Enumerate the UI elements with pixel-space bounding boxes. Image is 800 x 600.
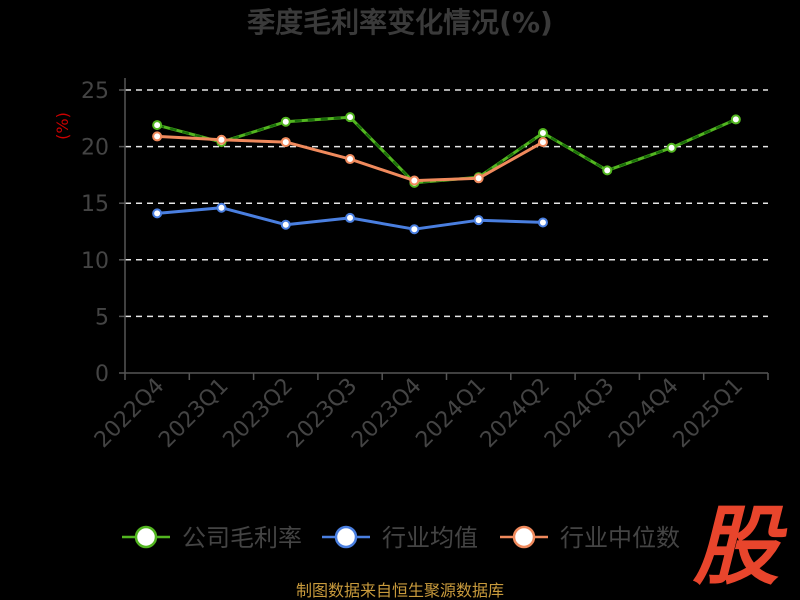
legend-item-2: 行业中位数 (500, 524, 680, 552)
data-point (602, 165, 613, 176)
data-point (537, 217, 548, 228)
y-tick-label: 15 (81, 192, 109, 217)
data-point (666, 142, 677, 153)
data-point (152, 131, 163, 142)
data-point (280, 116, 291, 127)
x-tick-label: 2025Q1 (669, 374, 748, 453)
legend-swatch-marker (334, 525, 358, 549)
axis-layer: 05101520252022Q42023Q12023Q22023Q32023Q4… (81, 78, 769, 453)
y-tick-label: 5 (95, 305, 109, 330)
data-point (280, 137, 291, 148)
data-point (216, 134, 227, 145)
x-tick-label: 2024Q1 (411, 374, 490, 453)
data-point (537, 137, 548, 148)
y-tick-label: 25 (81, 79, 109, 104)
data-point (216, 202, 227, 213)
x-tick-label: 2023Q4 (347, 374, 426, 453)
y-tick-label: 20 (81, 136, 109, 161)
data-point (409, 175, 420, 186)
data-point (473, 215, 484, 226)
legend-label: 行业均值 (382, 524, 478, 552)
data-point (537, 128, 548, 139)
x-tick-label: 2023Q1 (154, 374, 233, 453)
legend-swatch-marker (512, 525, 536, 549)
logo-mark: 股 (692, 497, 788, 597)
legend-label: 公司毛利率 (182, 524, 302, 552)
data-point (345, 154, 356, 165)
y-axis-label: (%) (53, 112, 72, 140)
chart-title: 季度毛利率变化情况(%) (247, 6, 553, 39)
series-1 (152, 202, 548, 235)
data-point (409, 224, 420, 235)
data-point (345, 112, 356, 123)
x-tick-label: 2023Q3 (283, 374, 362, 453)
y-tick-label: 0 (95, 362, 109, 387)
x-tick-label: 2024Q3 (540, 374, 619, 453)
legend: 公司毛利率 行业均值 行业中位数 (122, 524, 680, 552)
series-line-dash (156, 116, 737, 184)
series-0 (152, 112, 741, 188)
legend-item-0: 公司毛利率 (122, 524, 302, 552)
legend-item-1: 行业均值 (322, 524, 478, 552)
series-line (156, 115, 737, 185)
legend-label: 行业中位数 (560, 524, 680, 552)
x-tick-label: 2024Q2 (476, 374, 555, 453)
data-point (152, 208, 163, 219)
source-note: 制图数据来自恒生聚源数据库 (296, 581, 504, 600)
x-tick-label: 2023Q2 (219, 374, 298, 453)
x-tick-label: 2024Q4 (604, 374, 683, 453)
y-tick-label: 10 (81, 249, 109, 274)
legend-swatch-marker (134, 525, 158, 549)
data-point (152, 120, 163, 131)
data-point (473, 173, 484, 184)
grid-layer (125, 89, 768, 318)
data-point (730, 114, 741, 125)
data-point (280, 219, 291, 230)
data-point (345, 212, 356, 223)
series-2 (152, 131, 548, 186)
series-layer (152, 112, 741, 235)
